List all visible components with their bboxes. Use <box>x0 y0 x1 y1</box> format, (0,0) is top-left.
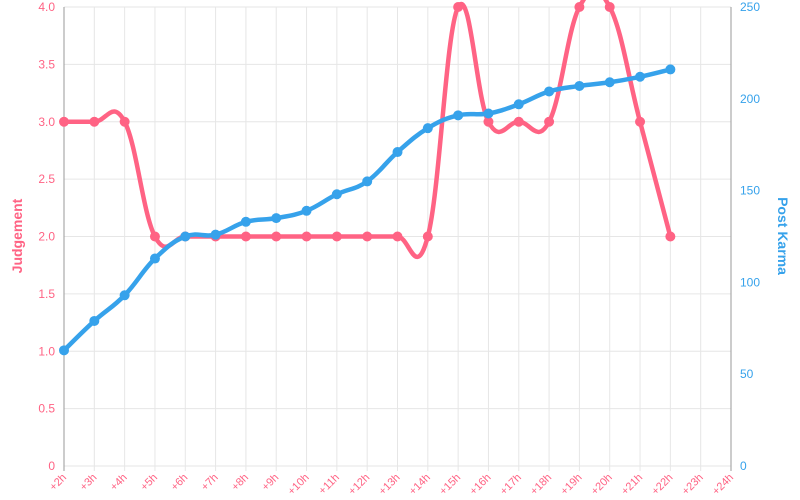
y-right-tick-label: 100 <box>740 275 760 289</box>
data-point-post-karma <box>149 253 160 264</box>
data-point-post-karma <box>392 147 403 158</box>
x-tick-label: +22h <box>649 472 675 498</box>
data-point-judgement <box>149 231 160 242</box>
x-tick-label: +2h <box>47 472 69 494</box>
series-layer <box>59 0 676 356</box>
x-tick-label: +20h <box>589 472 615 498</box>
data-point-post-karma <box>453 110 464 121</box>
data-point-post-karma <box>665 64 676 75</box>
data-point-post-karma <box>89 315 100 326</box>
y-left-tick-label: 3.5 <box>38 57 55 71</box>
y-right-tick-label: 150 <box>740 184 760 198</box>
data-point-post-karma <box>483 108 494 119</box>
y-left-tick-label: 3.0 <box>38 115 55 129</box>
data-point-post-karma <box>544 86 555 97</box>
data-point-judgement <box>271 231 282 242</box>
x-tick-label: +8h <box>229 472 251 494</box>
series-post-karma <box>59 64 676 356</box>
data-point-post-karma <box>331 189 342 200</box>
y-left-tick-label: 2.0 <box>38 230 55 244</box>
data-point-judgement <box>453 2 464 12</box>
data-point-judgement <box>59 116 69 127</box>
data-point-judgement <box>483 116 494 127</box>
data-point-judgement <box>604 2 615 12</box>
y-right-tick-label: 200 <box>740 92 760 106</box>
y-left-tick-label: 0.5 <box>38 402 55 416</box>
y-left-tick-label: 4.0 <box>38 0 55 14</box>
y-right-tick-label: 0 <box>740 459 747 473</box>
data-point-judgement <box>362 231 373 242</box>
data-point-post-karma <box>210 229 221 240</box>
data-point-judgement <box>513 116 524 127</box>
data-point-judgement <box>119 116 130 127</box>
x-tick-label: +3h <box>78 472 100 494</box>
data-point-judgement <box>544 116 555 127</box>
y-left-tick-label: 0 <box>48 459 55 473</box>
data-point-post-karma <box>180 231 191 242</box>
data-point-post-karma <box>604 77 615 88</box>
x-tick-label: +6h <box>169 472 191 494</box>
y-left-tick-label: 1.5 <box>38 287 55 301</box>
data-point-post-karma <box>362 176 373 187</box>
x-tick-label: +14h <box>407 472 433 498</box>
x-tick-label: +21h <box>619 472 645 498</box>
x-tick-label: +16h <box>468 472 494 498</box>
y-right-tick-label: 50 <box>740 367 754 381</box>
y-left-tick-label: 2.5 <box>38 172 55 186</box>
data-point-post-karma <box>271 213 282 224</box>
data-point-post-karma <box>301 205 312 216</box>
data-point-judgement <box>240 231 251 242</box>
data-point-judgement <box>89 116 100 127</box>
data-point-judgement <box>422 231 433 242</box>
x-tick-label: +24h <box>710 472 736 498</box>
data-point-post-karma <box>574 80 585 91</box>
y-axis-left-title: Judgement <box>9 198 25 273</box>
data-point-judgement <box>301 231 312 242</box>
x-tick-label: +18h <box>528 472 554 498</box>
x-tick-label: +23h <box>680 472 706 498</box>
x-tick-label: +17h <box>498 472 524 498</box>
data-point-judgement <box>665 231 676 242</box>
x-tick-label: +7h <box>199 472 221 494</box>
data-point-judgement <box>331 231 342 242</box>
data-point-post-karma <box>59 345 69 356</box>
x-tick-label: +4h <box>108 472 130 494</box>
x-tick-label: +13h <box>377 472 403 498</box>
data-point-post-karma <box>635 71 646 82</box>
labels: Judgement Post Karma <box>9 197 791 275</box>
x-tick-label: +10h <box>286 472 312 498</box>
y-axis-right-title: Post Karma <box>775 197 791 275</box>
data-point-post-karma <box>422 123 433 134</box>
data-point-post-karma <box>240 216 251 227</box>
data-point-judgement <box>392 231 403 242</box>
x-tick-label: +5h <box>138 472 160 494</box>
data-point-judgement <box>635 116 646 127</box>
x-tick-label: +11h <box>317 472 342 497</box>
x-tick-label: +12h <box>346 472 372 498</box>
y-right-tick-label: 250 <box>740 0 760 14</box>
data-point-judgement <box>574 2 585 12</box>
x-tick-label: +19h <box>559 472 585 498</box>
x-tick-label: +15h <box>437 472 463 498</box>
y-left-tick-label: 1.0 <box>38 344 55 358</box>
data-point-post-karma <box>119 290 130 301</box>
data-point-post-karma <box>513 99 524 110</box>
x-tick-label: +9h <box>260 472 282 494</box>
